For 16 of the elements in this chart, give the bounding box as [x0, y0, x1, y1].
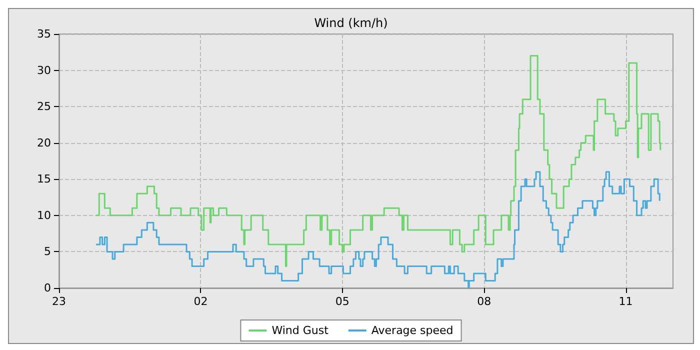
chart-title: Wind (km/h) — [314, 16, 388, 30]
x-tick-label: 05 — [335, 295, 350, 308]
x-tick-label: 11 — [618, 295, 633, 308]
y-tick-label: 30 — [37, 64, 51, 77]
y-tick-label: 25 — [37, 100, 51, 114]
y-tick-label: 20 — [37, 136, 51, 150]
x-tick-label: 02 — [194, 295, 208, 308]
legend-label: Wind Gust — [272, 324, 330, 337]
x-tick-label: 08 — [477, 295, 492, 308]
y-tick-label: 5 — [44, 245, 51, 258]
y-tick-label: 35 — [37, 28, 51, 40]
y-tick-label: 0 — [44, 282, 51, 294]
y-tick-label: 15 — [37, 172, 51, 186]
y-tick-label: 10 — [37, 208, 51, 222]
x-tick-label: 23 — [52, 295, 66, 308]
legend-label: Average speed — [371, 324, 454, 337]
